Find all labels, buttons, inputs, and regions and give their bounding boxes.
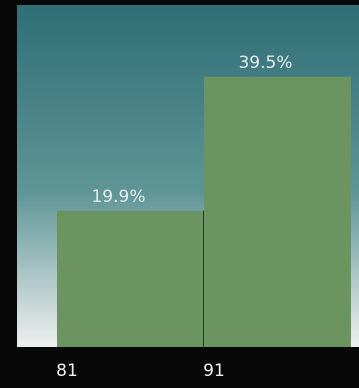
ticks-layer: 81 91 <box>56 361 225 381</box>
bars-layer <box>57 76 351 347</box>
bar-91 <box>204 76 351 347</box>
bar-81 <box>57 210 204 347</box>
x-tick-label-91: 91 <box>203 361 225 381</box>
data-label-81: 19.9% <box>91 187 145 207</box>
x-tick-label-81: 81 <box>56 361 78 381</box>
data-label-91: 39.5% <box>238 53 292 73</box>
labels-layer: 19.9% 39.5% <box>91 53 292 207</box>
